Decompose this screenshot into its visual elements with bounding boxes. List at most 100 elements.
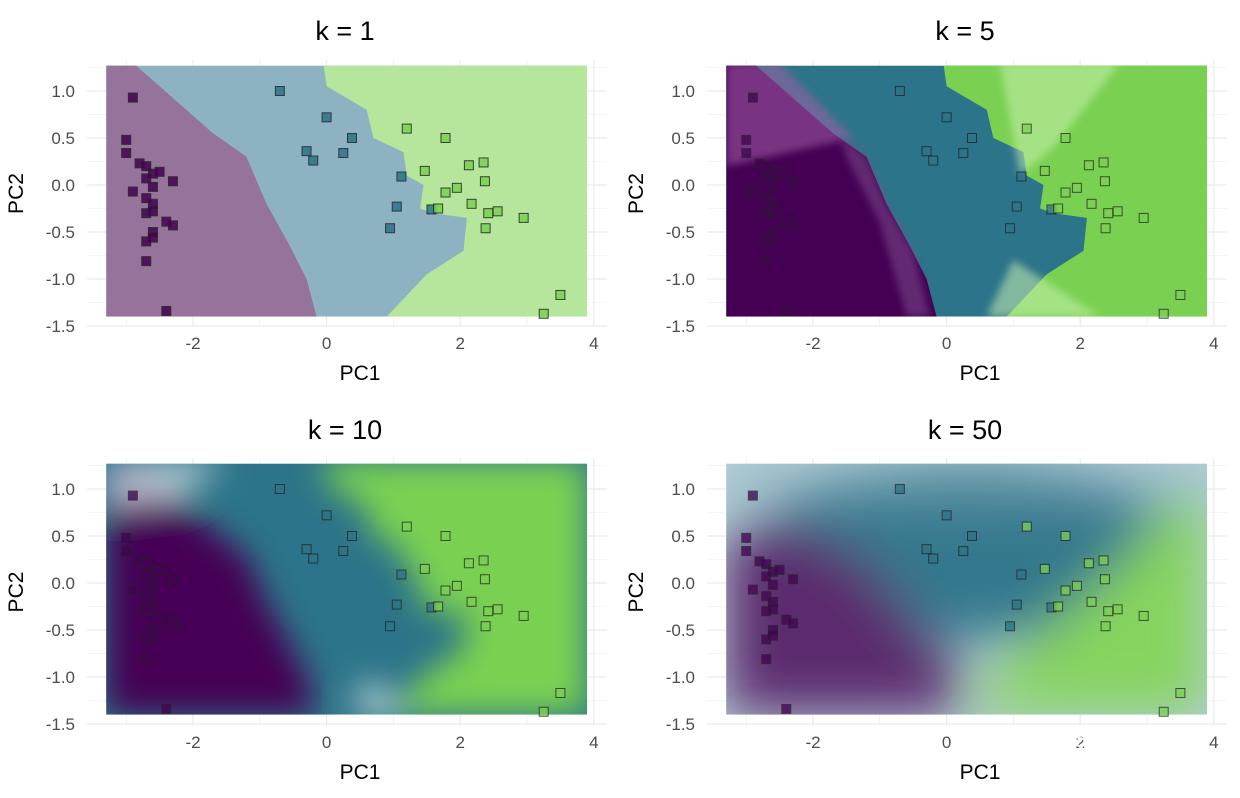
data-points xyxy=(121,86,566,319)
data-point xyxy=(308,155,319,166)
data-point xyxy=(463,558,474,569)
data-point xyxy=(1138,610,1149,621)
y-tick-label: -1.5 xyxy=(46,715,75,734)
data-point xyxy=(555,289,566,300)
y-tick-label: -0.5 xyxy=(46,621,75,640)
data-point xyxy=(1021,123,1032,134)
x-tick-label: 0 xyxy=(322,733,331,752)
x-tick-label: 0 xyxy=(942,733,951,752)
data-point xyxy=(1060,187,1071,198)
data-point xyxy=(921,544,932,555)
data-point xyxy=(761,256,772,267)
data-point xyxy=(774,166,785,177)
y-tick-label: -1.5 xyxy=(666,317,695,336)
data-point xyxy=(141,173,152,184)
axis-ticks: -2 0 2 4 1.0 0.5 0.0 -0.5 -1.0 -1.5 xyxy=(46,82,599,353)
data-point xyxy=(1060,133,1071,143)
data-point xyxy=(127,92,138,103)
data-point xyxy=(761,654,772,665)
y-tick-label: 0.5 xyxy=(51,129,75,148)
data-point xyxy=(958,148,969,159)
data-point xyxy=(121,148,132,159)
data-point xyxy=(480,621,491,632)
data-point xyxy=(147,181,158,192)
panel-title: k = 5 xyxy=(935,16,994,46)
data-point xyxy=(787,220,798,231)
axis-ticks: -2 0 2 4 1.0 0.5 0.0 -0.5 -1.0 -1.5 xyxy=(666,480,1219,752)
data-point xyxy=(161,305,172,316)
data-point xyxy=(391,201,402,212)
x-tick-label: -2 xyxy=(185,334,200,353)
data-point xyxy=(1039,563,1050,574)
data-point xyxy=(741,546,752,557)
data-point xyxy=(761,591,772,602)
data-point xyxy=(767,604,778,615)
axis-ticks: -2 0 2 4 1.0 0.5 0.0 -0.5 -1.0 -1.5 xyxy=(666,82,1219,353)
y-tick-label: 0.0 xyxy=(51,574,75,593)
decision-region xyxy=(726,65,1208,317)
x-tick-label: -2 xyxy=(185,733,200,752)
x-axis-label: PC1 xyxy=(340,362,381,385)
data-point xyxy=(1099,574,1110,585)
data-point xyxy=(761,173,772,184)
data-point xyxy=(741,532,752,543)
y-axis-label: PC2 xyxy=(625,572,648,613)
data-point xyxy=(1098,555,1109,566)
y-tick-label: 0.0 xyxy=(671,176,695,195)
data-point xyxy=(274,86,285,96)
decision-region xyxy=(106,65,588,317)
data-point xyxy=(1138,212,1149,223)
data-point xyxy=(396,171,407,182)
data-point xyxy=(433,203,444,214)
data-point xyxy=(440,531,451,541)
data-point xyxy=(301,544,312,555)
data-point xyxy=(321,510,332,521)
y-axis-label: PC2 xyxy=(5,173,28,214)
data-point xyxy=(433,601,444,612)
data-point xyxy=(451,182,462,193)
data-point xyxy=(928,553,939,564)
data-point xyxy=(141,559,152,570)
watermark: 知乎 @张敏信 xyxy=(980,729,1195,769)
data-point xyxy=(479,176,490,187)
data-point xyxy=(492,604,503,615)
data-point xyxy=(1053,203,1064,214)
data-point xyxy=(141,634,152,645)
data-point xyxy=(1100,621,1111,632)
x-tick-label: 0 xyxy=(322,334,331,353)
data-point xyxy=(451,580,462,591)
data-point xyxy=(396,569,407,580)
y-tick-label: 1.0 xyxy=(671,82,695,101)
data-point xyxy=(1175,289,1186,300)
y-tick-label: -1.5 xyxy=(666,715,695,734)
data-point xyxy=(894,86,905,96)
data-point xyxy=(274,484,285,494)
data-point xyxy=(127,186,138,197)
data-point xyxy=(761,161,772,172)
data-point xyxy=(741,148,752,159)
y-tick-label: -1.0 xyxy=(666,668,695,687)
panel-title: k = 10 xyxy=(308,415,382,445)
data-point xyxy=(492,206,503,217)
y-tick-label: 0.5 xyxy=(671,527,695,546)
x-tick-label: 2 xyxy=(455,733,464,752)
data-points xyxy=(741,86,1186,319)
data-point xyxy=(167,176,178,187)
data-point xyxy=(419,165,430,176)
data-point xyxy=(1083,160,1094,171)
data-point xyxy=(518,212,529,223)
data-point xyxy=(761,571,772,582)
data-point xyxy=(761,634,772,645)
data-point xyxy=(391,599,402,610)
y-tick-label: -0.5 xyxy=(666,621,695,640)
panel-3: k = 10 -2 0 2 4 1.0 0.5 0.0 -0.5 -1.0 -1.5 PC1 PC2 xyxy=(5,415,607,784)
data-point xyxy=(941,112,952,123)
panel-title: k = 50 xyxy=(928,415,1002,445)
data-point xyxy=(767,181,778,192)
y-tick-label: -0.5 xyxy=(666,223,695,242)
data-point xyxy=(121,546,132,557)
data-point xyxy=(1011,599,1022,610)
x-tick-label: 4 xyxy=(589,334,598,353)
x-axis-label: PC1 xyxy=(340,761,381,784)
